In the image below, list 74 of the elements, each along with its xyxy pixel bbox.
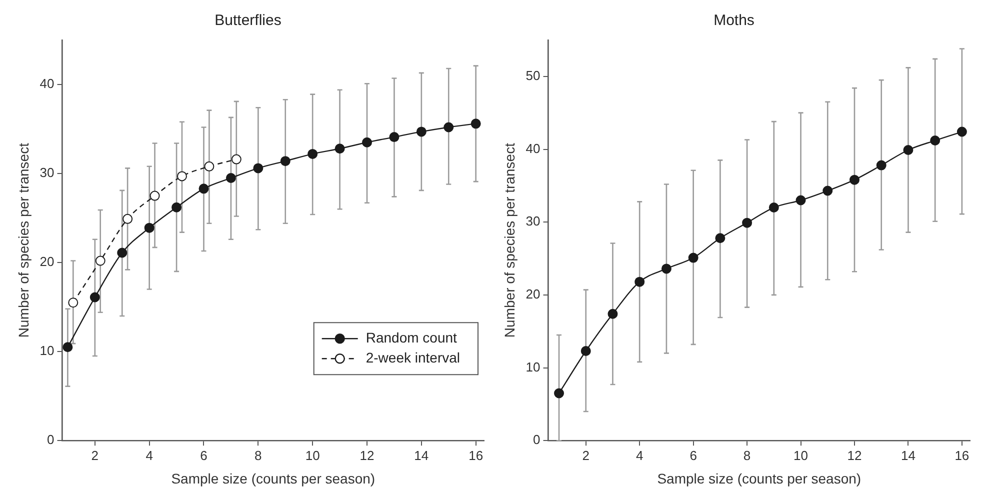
x-tick-label: 14: [414, 448, 429, 463]
x-tick-label: 12: [847, 448, 862, 463]
point: [796, 195, 806, 206]
point: [362, 137, 372, 148]
point: [554, 388, 564, 398]
point: [688, 252, 698, 263]
point: [90, 292, 100, 302]
point: [715, 233, 726, 244]
x-tick-label: 10: [794, 448, 808, 463]
point: [956, 126, 967, 137]
point: [930, 136, 940, 146]
point: [204, 161, 214, 172]
point: [68, 298, 78, 308]
point: [470, 118, 481, 129]
y-axis-title: Number of species per transect: [15, 142, 32, 338]
x-tick-label: 4: [636, 448, 644, 463]
y-tick-label: 10: [40, 343, 54, 358]
point: [172, 202, 182, 212]
point: [849, 174, 860, 185]
chart-title: Butterflies: [214, 12, 282, 30]
point: [903, 144, 914, 155]
point: [634, 276, 645, 287]
x-tick-label: 2: [582, 448, 590, 463]
point: [253, 163, 264, 174]
point: [122, 214, 133, 224]
point: [95, 256, 106, 266]
point: [768, 202, 779, 213]
y-tick-label: 0: [533, 432, 540, 448]
x-tick-label: 8: [254, 448, 262, 463]
y-axis-title: Number of species per transect: [501, 142, 518, 338]
point: [150, 190, 160, 201]
point: [334, 144, 345, 154]
point: [144, 222, 154, 233]
y-tick-label: 50: [526, 68, 540, 83]
point: [389, 132, 400, 142]
point: [280, 156, 290, 166]
point: [117, 248, 128, 258]
legend-label: Random count: [366, 329, 458, 346]
point: [608, 308, 618, 319]
x-tick-label: 10: [305, 448, 320, 463]
x-tick-label: 6: [200, 448, 208, 463]
x-tick-label: 16: [468, 448, 484, 463]
x-axis-title: Sample size (counts per season): [171, 470, 376, 486]
point: [198, 184, 209, 194]
y-tick-label: 30: [526, 214, 540, 229]
y-tick-label: 20: [40, 254, 54, 270]
point: [231, 154, 242, 164]
x-tick-label: 16: [954, 448, 970, 463]
point: [742, 218, 752, 228]
x-tick-label: 12: [360, 448, 374, 463]
y-tick-label: 10: [526, 359, 540, 374]
point: [416, 126, 426, 137]
x-tick-label: 2: [91, 448, 99, 463]
point: [661, 264, 672, 274]
x-tick-label: 6: [690, 448, 697, 463]
legend-label: 2-week interval: [366, 349, 460, 366]
y-tick-label: 0: [47, 432, 54, 448]
point: [580, 346, 591, 356]
point: [876, 160, 886, 170]
x-axis-title: Sample size (counts per season): [657, 470, 862, 486]
point: [822, 186, 833, 196]
point: [62, 342, 73, 352]
y-tick-label: 20: [526, 286, 540, 302]
y-tick-label: 30: [40, 165, 54, 180]
point: [444, 122, 454, 132]
point: [226, 172, 236, 183]
y-tick-label: 40: [40, 76, 54, 92]
y-tick-label: 40: [526, 140, 540, 156]
x-tick-label: 4: [146, 448, 153, 463]
point: [176, 171, 187, 182]
x-tick-label: 14: [900, 448, 916, 463]
x-tick-label: 8: [743, 448, 751, 463]
chart-title: Moths: [714, 12, 754, 30]
point: [308, 148, 318, 159]
